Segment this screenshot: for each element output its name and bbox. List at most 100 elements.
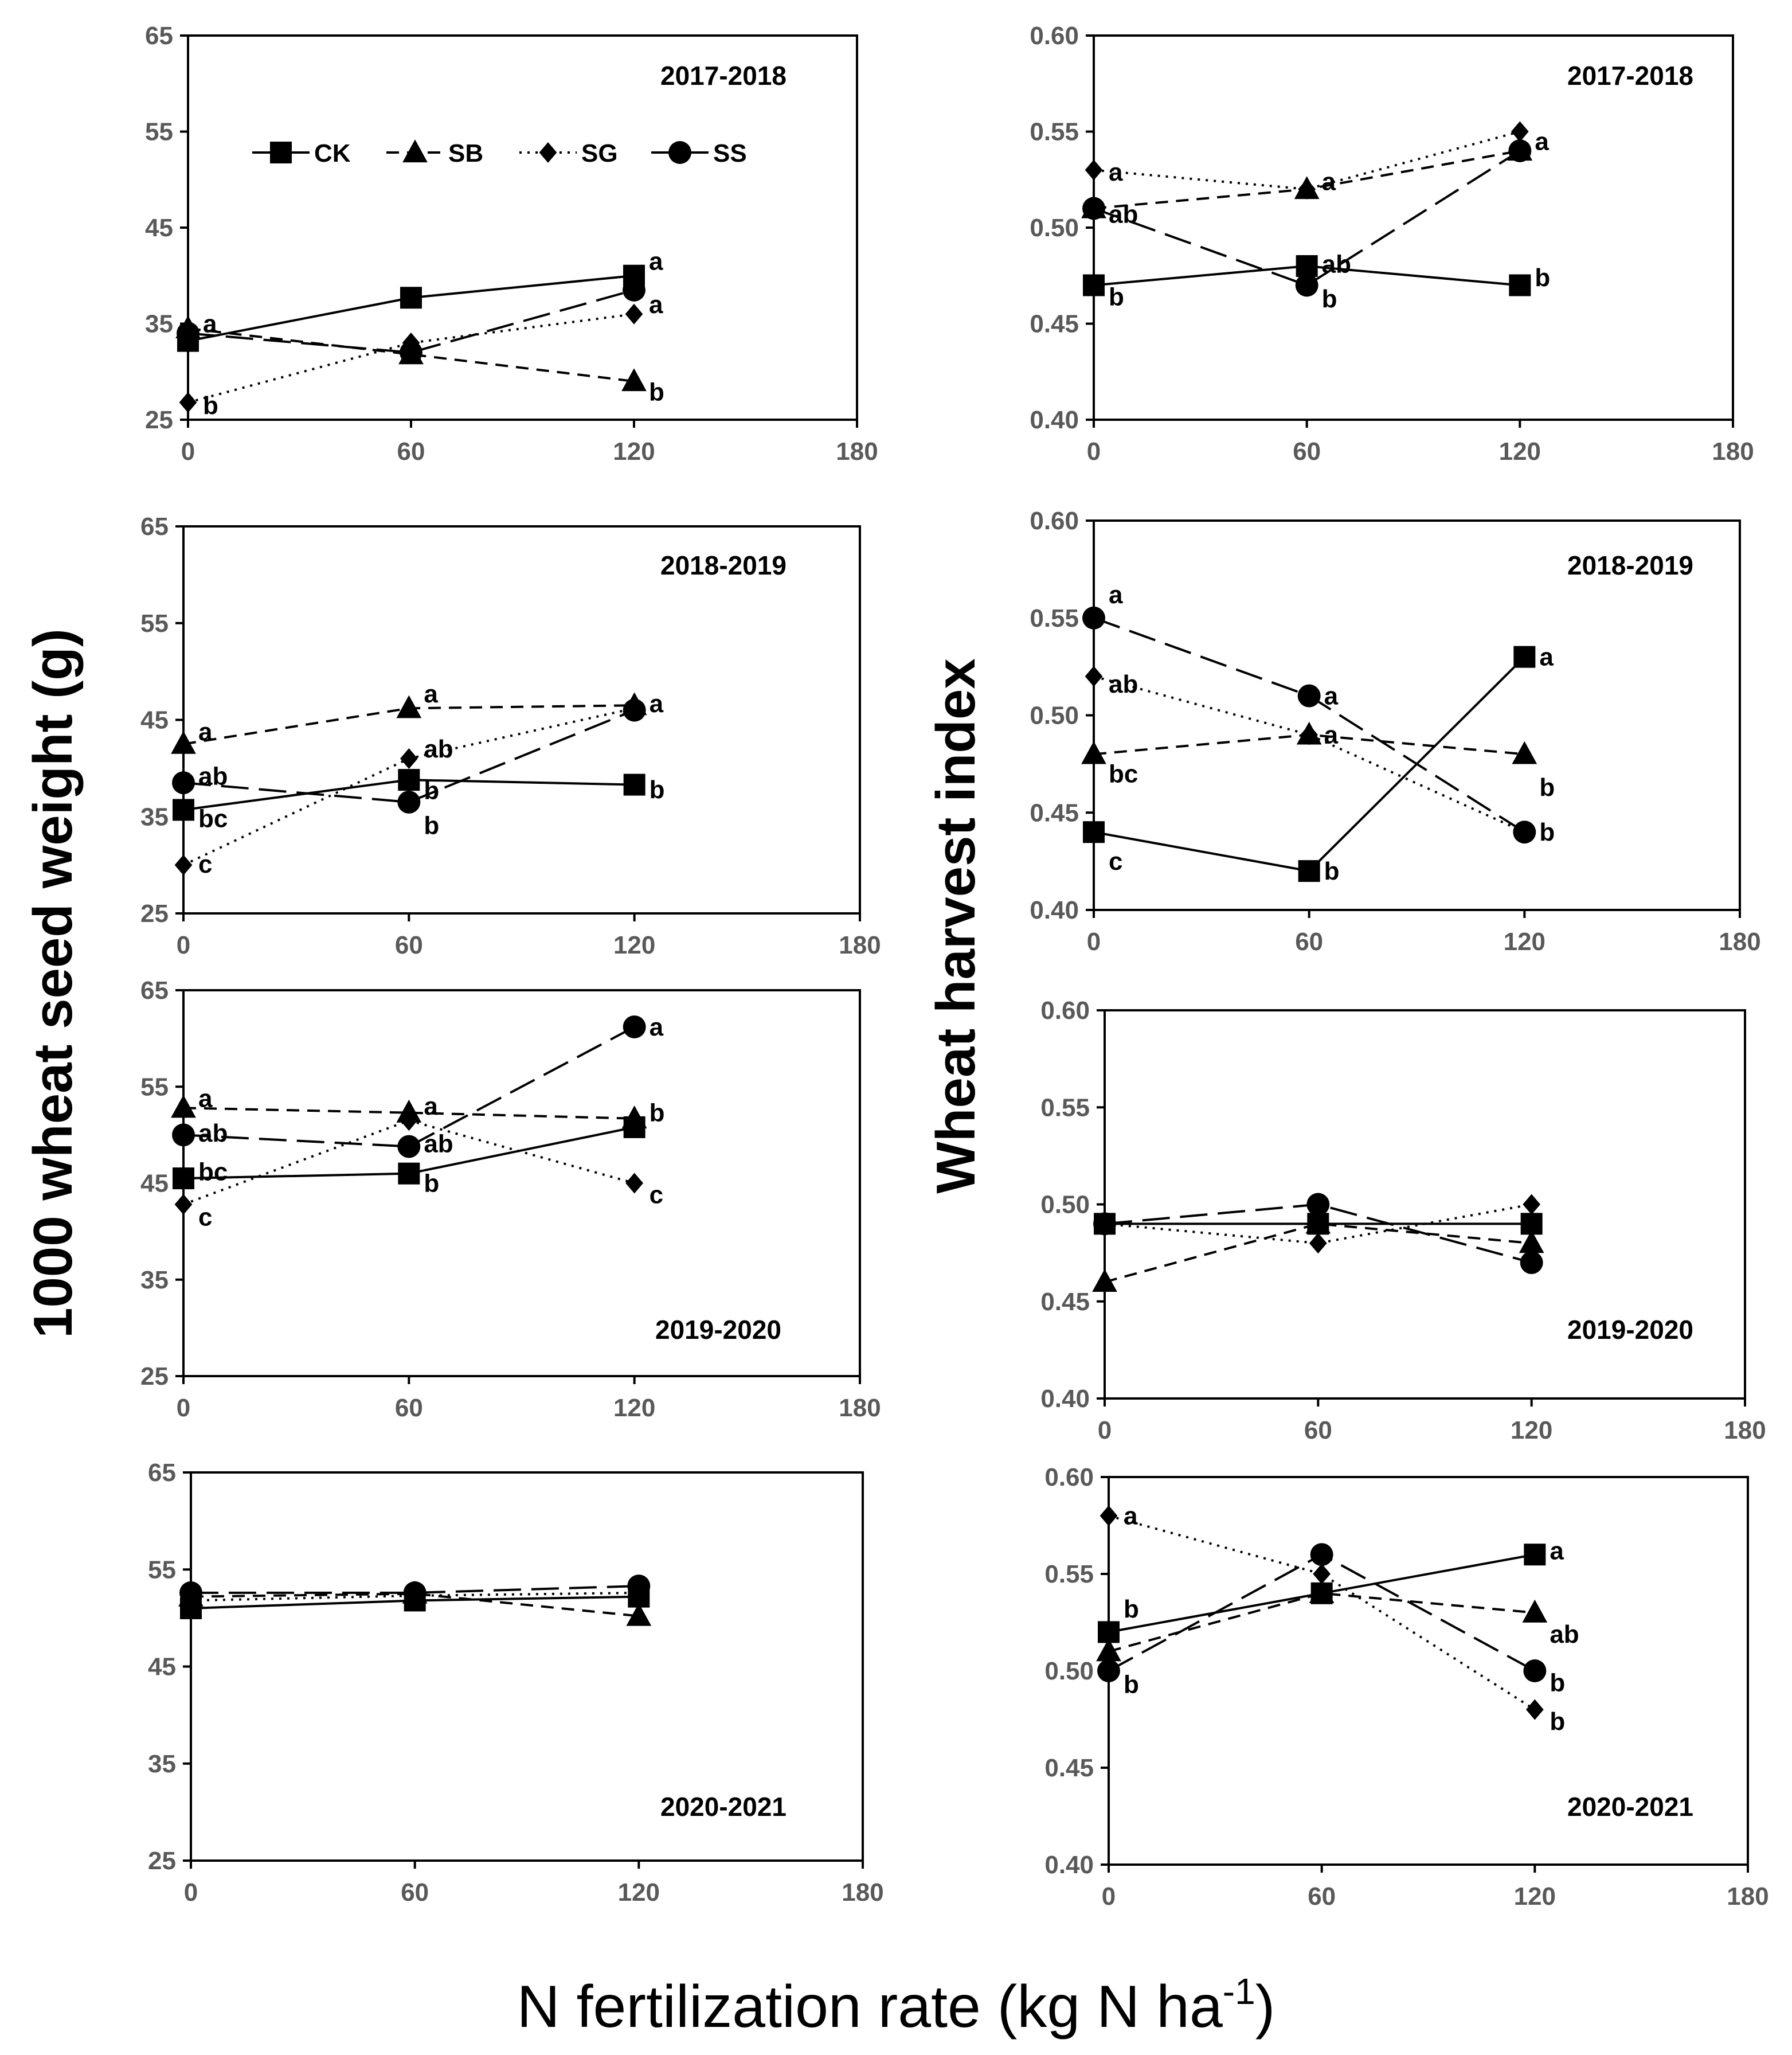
series-line-ss <box>1093 150 1521 287</box>
panel-title: 2017-2018 <box>660 61 787 91</box>
significance-letter: b <box>1322 285 1337 313</box>
data-point-ss <box>172 1123 195 1147</box>
y-tick-label: 0.40 <box>1040 1385 1090 1413</box>
x-tick-label: 180 <box>1724 1416 1766 1444</box>
y-tick-label: 25 <box>140 900 169 928</box>
significance-letter: a <box>424 680 438 708</box>
significance-letter: ab <box>424 735 453 763</box>
significance-letter: b <box>649 1099 665 1127</box>
significance-letter: b <box>649 776 665 804</box>
significance-letter: b <box>1535 264 1550 292</box>
significance-letter: ab <box>1550 1620 1579 1648</box>
legend-label: SS <box>713 139 747 167</box>
data-point-ss <box>1310 1543 1333 1566</box>
legend-entry-ck: CK <box>252 139 351 167</box>
chart-panel-2: 0.400.450.500.550.600 60 120 180aabbaabbab2… <box>1030 22 1754 466</box>
data-point-sg <box>1300 724 1318 745</box>
significance-letter: a <box>649 248 663 276</box>
significance-letter: ab <box>424 1130 453 1158</box>
significance-letter: b <box>1539 818 1555 846</box>
x-tick-label: 180 <box>1719 928 1760 956</box>
significance-letter: b <box>424 811 439 839</box>
data-point-sb <box>626 1603 652 1626</box>
legend-marker <box>402 139 428 163</box>
x-tick-label: 0 <box>1102 1882 1116 1911</box>
panel-title: 2019-2020 <box>1567 1315 1693 1345</box>
data-point-ck <box>1296 255 1318 277</box>
data-point-sb <box>621 1105 647 1128</box>
significance-letter: bc <box>1109 760 1138 788</box>
y-tick-label: 65 <box>145 22 173 50</box>
significance-letter: b <box>1539 773 1555 802</box>
legend-label: CK <box>314 139 351 167</box>
significance-letter: b <box>1109 283 1124 311</box>
data-point-ss <box>1295 274 1318 297</box>
y-tick-label: 0.55 <box>1040 1093 1090 1122</box>
data-point-sg <box>174 1194 193 1215</box>
data-point-ss <box>1297 684 1321 708</box>
chart-panel-8: 0.400.450.500.550.600 60 120 180abbaabbb202… <box>1044 1463 1768 1911</box>
y-tick-label: 0.45 <box>1030 310 1079 338</box>
x-tick-label: 120 <box>1514 1882 1556 1911</box>
data-point-ck <box>1524 1544 1546 1566</box>
panel-title: 2018-2019 <box>660 550 787 580</box>
data-point-ck <box>1083 821 1105 843</box>
y-tick-label: 35 <box>145 310 173 338</box>
data-point-sb <box>171 730 196 754</box>
data-point-ss <box>177 322 199 345</box>
significance-letter: b <box>1324 857 1340 885</box>
x-axis-label-end: ) <box>1255 1974 1275 2040</box>
significance-letter: bc <box>198 805 228 833</box>
data-point-ck <box>1513 646 1536 668</box>
data-point-ss <box>1520 1251 1543 1274</box>
series-line-sb <box>187 327 635 382</box>
data-point-sb <box>1519 1230 1544 1253</box>
chart-panel-6: 0.40 0.45 0.50 0.55 0.60 0 60 120 180 2019-2020 <box>1040 997 1766 1444</box>
significance-letter: c <box>649 1181 663 1209</box>
x-tick-label: 0 <box>1087 928 1101 956</box>
significance-letter: a <box>1539 643 1554 671</box>
data-point-ck <box>1509 274 1531 296</box>
chart-panel-7: 25 35 45 55 65 0 60 120 180 2020-2021 <box>148 1459 884 1906</box>
x-tick-label: 60 <box>395 931 423 959</box>
significance-letter: b <box>1550 1708 1565 1736</box>
legend-label: SB <box>448 139 483 167</box>
significance-letter: c <box>198 850 212 878</box>
data-point-sg <box>1511 121 1529 142</box>
x-tick-label: 0 <box>1087 437 1101 466</box>
significance-letter: a <box>1124 1502 1138 1530</box>
data-point-sg <box>1525 1699 1544 1720</box>
data-point-ck <box>1298 860 1320 882</box>
data-point-sb <box>621 368 647 392</box>
y-tick-label: 0.50 <box>1044 1657 1094 1685</box>
y-axis-label-left: 1000 wheat seed weight (g) <box>22 628 84 1338</box>
x-tick-label: 0 <box>181 437 195 466</box>
data-point-ss <box>397 1135 421 1158</box>
x-tick-label: 120 <box>1504 928 1545 956</box>
data-point-ck <box>623 773 645 796</box>
y-tick-label: 55 <box>148 1556 176 1584</box>
x-tick-label: 60 <box>1304 1416 1332 1444</box>
panel-title: 2017-2018 <box>1567 61 1693 91</box>
series-line-sg <box>183 1119 635 1206</box>
data-point-sb <box>171 1095 196 1118</box>
x-tick-label: 120 <box>613 1394 655 1422</box>
y-tick-label: 0.40 <box>1044 1851 1094 1879</box>
x-tick-label: 60 <box>401 1878 429 1906</box>
data-point-sg <box>625 303 643 325</box>
significance-letter: a <box>198 1084 213 1112</box>
data-point-ss <box>623 1015 646 1038</box>
x-tick-label: 120 <box>1499 437 1541 466</box>
x-tick-label: 120 <box>613 931 655 959</box>
y-tick-label: 0.50 <box>1030 702 1079 730</box>
data-point-sg <box>1298 178 1316 200</box>
y-tick-label: 65 <box>140 513 169 541</box>
data-point-sb <box>1081 741 1106 764</box>
data-point-sg <box>1085 159 1103 181</box>
legend-label: SG <box>581 139 618 167</box>
data-point-sg <box>1523 1194 1541 1215</box>
data-point-sg <box>400 748 418 769</box>
